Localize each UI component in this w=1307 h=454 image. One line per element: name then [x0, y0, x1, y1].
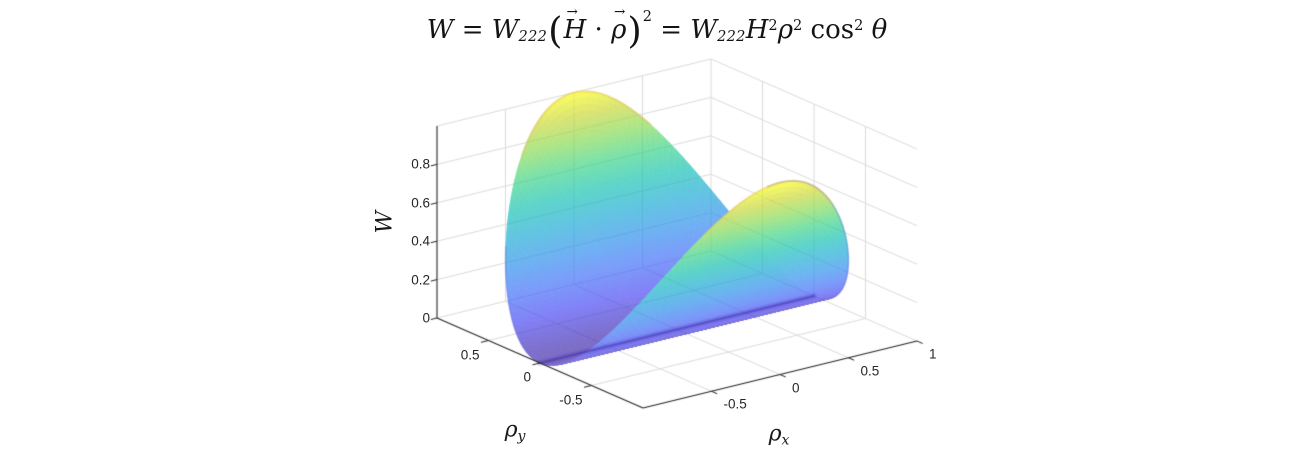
plot-title: W = W222(H → · ρ →)2 = W222H2ρ2 cos2 θ [427, 4, 888, 58]
z-axis-tick-label: 0 [422, 310, 430, 326]
title-token: 2 [792, 16, 803, 34]
x-axis-label: ρx [769, 422, 790, 449]
vector-arrow-icon: → [566, 4, 578, 21]
title-token: H [745, 14, 769, 45]
title-token: cos [802, 14, 855, 45]
x-axis-label-base: ρ [768, 421, 782, 447]
x-axis-tick-label: 0 [792, 380, 800, 395]
vector-arrow-icon: → [614, 4, 626, 21]
title-token: W [491, 14, 519, 45]
y-axis-tick-label: -0.5 [559, 392, 583, 407]
y-axis-label: ρy [505, 418, 526, 445]
title-token: 222 [717, 28, 746, 46]
y-axis-label-base: ρ [504, 417, 518, 443]
z-axis-tick-label: 0.8 [411, 156, 430, 172]
title-token: W [426, 14, 454, 45]
title-token: ρ → [611, 4, 627, 45]
y-axis-tick-label: 0 [523, 369, 531, 385]
title-token: H → [563, 4, 587, 45]
z-axis-tick-label: 0.6 [411, 195, 430, 211]
title-token: ) [627, 9, 642, 52]
x-axis-tick-label: 1 [929, 346, 937, 362]
title-token: θ [863, 14, 888, 45]
x-axis-label-sub: x [781, 432, 790, 449]
title-token: 222 [518, 28, 548, 46]
x-axis-tick-label: 0.5 [860, 363, 880, 379]
y-axis-tick-label: 0.5 [460, 347, 480, 362]
title-token: · [586, 14, 612, 45]
z-axis-tick-label: 0.4 [411, 233, 430, 249]
z-axis-label: W [372, 210, 398, 234]
z-axis-tick-label: 0.2 [411, 272, 430, 288]
y-axis-label-sub: y [517, 428, 526, 445]
title-token: 2 [854, 16, 864, 34]
title-token: ( [548, 9, 563, 52]
title-token: 2 [768, 16, 778, 34]
title-token: ρ [777, 14, 793, 45]
x-axis-tick-label: -0.5 [723, 396, 747, 412]
title-token: 2 [642, 8, 653, 26]
title-token: W [690, 14, 718, 45]
title-token: = [453, 14, 492, 45]
title-token: = [652, 14, 691, 45]
